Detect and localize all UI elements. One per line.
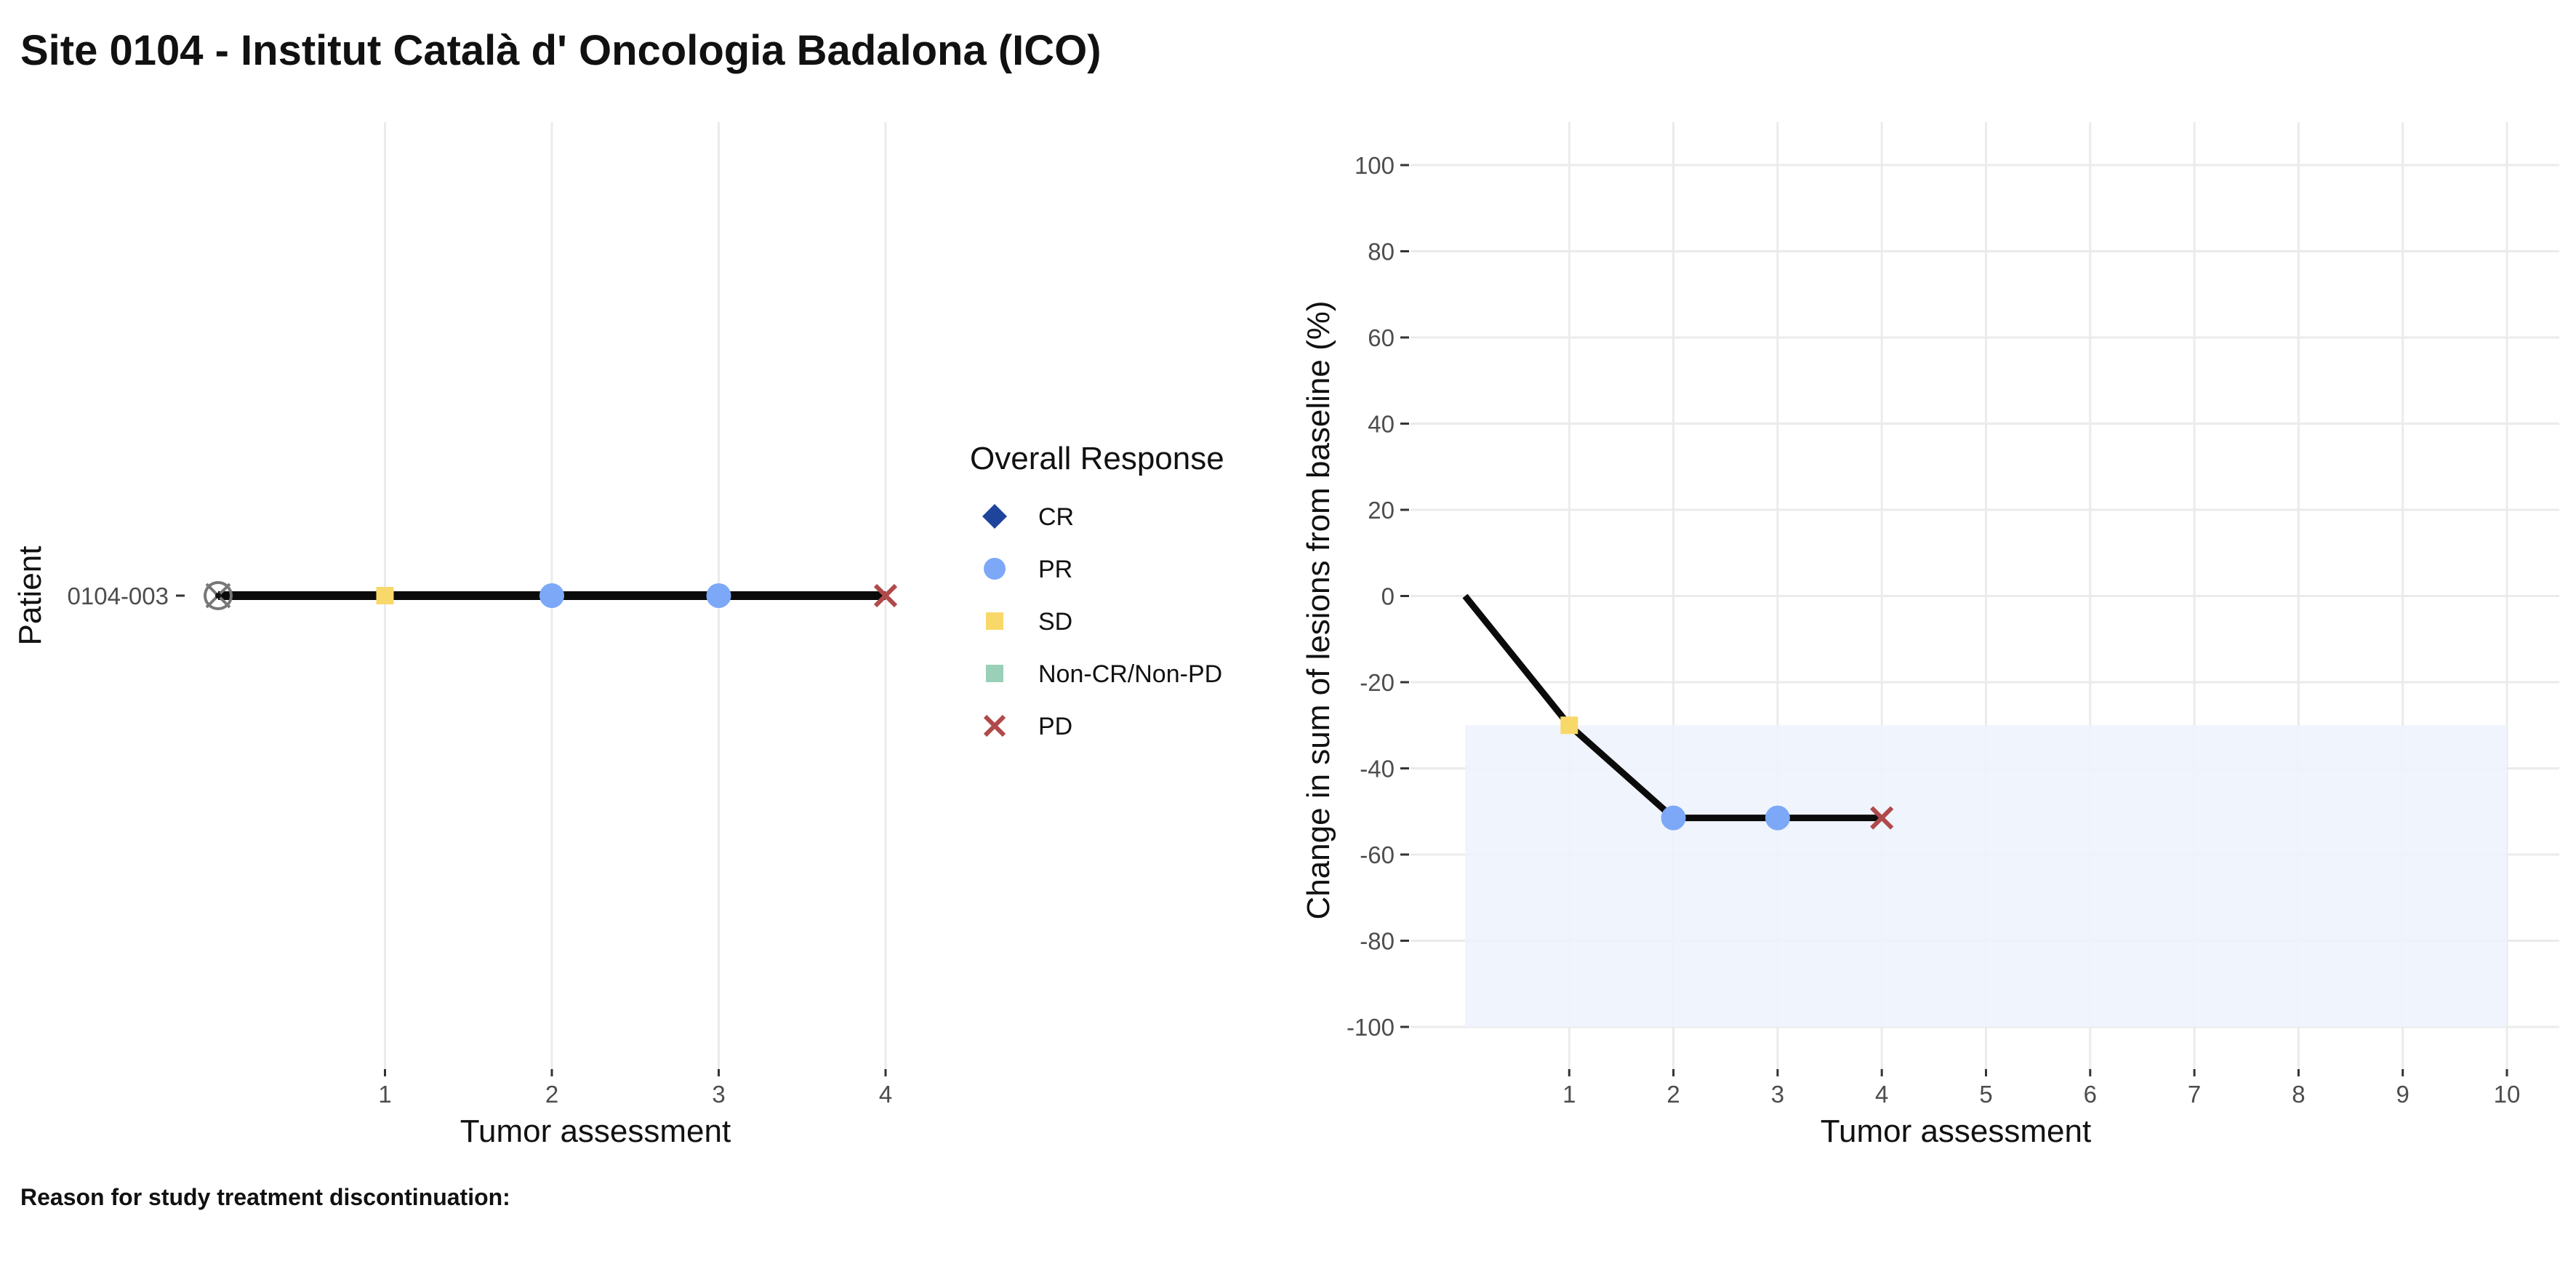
legend-title: Overall Response: [970, 441, 1224, 476]
right-y-tick-label: -20: [1360, 669, 1395, 696]
right-x-tick-label: 1: [1562, 1081, 1576, 1108]
legend-cross-stroke: [983, 714, 1006, 737]
page-title: Site 0104 - Institut Català d' Oncologia…: [20, 27, 1102, 74]
start-circle: [204, 581, 233, 610]
legend-label: CR: [1038, 503, 1074, 531]
right-y-tick-label: -80: [1360, 928, 1395, 955]
left-response-marker-pr: [539, 583, 564, 608]
right-x-tick-label: 7: [2188, 1081, 2201, 1108]
left-x-tick-label: 4: [879, 1081, 892, 1108]
legend-key-pr: [984, 558, 1006, 580]
right-y-axis-label: Change in sum of lesions from baseline (…: [1301, 300, 1336, 919]
left-response-marker-pr: [706, 583, 731, 608]
partial-response-band: [1465, 725, 2507, 1027]
right-x-tick-label: 5: [1979, 1081, 1992, 1108]
right-y-tick-label: 40: [1368, 411, 1395, 438]
patient-id-label: 0104-003: [68, 583, 169, 609]
pd-cross-stroke: [1870, 806, 1894, 830]
left-x-tick-label: 1: [378, 1081, 391, 1108]
right-x-tick-label: 8: [2292, 1081, 2305, 1108]
right-y-tick-label: 80: [1368, 239, 1395, 265]
legend-key-cr: [982, 504, 1007, 529]
right-response-marker-pd: [1870, 806, 1894, 830]
left-x-tick-label: 3: [712, 1081, 725, 1108]
legend-label: PD: [1038, 713, 1072, 740]
right-y-tick-label: 60: [1368, 324, 1395, 351]
legend-key-non-cr-non-pd: [986, 665, 1003, 682]
right-y-tick-label: -100: [1347, 1014, 1395, 1041]
right-y-tick-label: 0: [1381, 583, 1395, 610]
right-response-marker-sd: [1560, 716, 1578, 735]
left-x-axis-label: Tumor assessment: [460, 1113, 731, 1149]
right-x-tick-label: 2: [1666, 1081, 1680, 1108]
left-response-marker-pd: [873, 583, 898, 608]
right-x-tick-label: 4: [1875, 1081, 1888, 1108]
right-y-tick-label: 20: [1368, 497, 1395, 524]
pd-cross-stroke: [873, 583, 898, 608]
right-y-tick-label: -60: [1360, 841, 1395, 868]
legend-label: Non-CR/Non-PD: [1038, 660, 1222, 688]
right-x-tick-label: 10: [2494, 1081, 2521, 1108]
right-x-tick-label: 6: [2084, 1081, 2097, 1108]
treatment-start-marker: [204, 581, 233, 610]
right-y-tick-label: -40: [1360, 756, 1395, 783]
right-x-tick-label: 3: [1771, 1081, 1784, 1108]
left-y-axis-label: Patient: [12, 546, 48, 646]
right-response-marker-pr: [1765, 805, 1790, 831]
right-y-tick-label: 100: [1355, 152, 1395, 179]
right-x-axis-label: Tumor assessment: [1821, 1113, 2091, 1149]
right-x-tick-label: 9: [2396, 1081, 2410, 1108]
left-response-marker-sd: [376, 587, 394, 604]
right-response-marker-pr: [1661, 805, 1686, 831]
legend-key-pd: [983, 714, 1006, 737]
start-dot: [215, 593, 221, 599]
legend-label: SD: [1038, 608, 1072, 636]
discontinuation-reason-label: Reason for study treatment discontinuati…: [20, 1184, 510, 1210]
left-x-tick-label: 2: [545, 1081, 558, 1108]
legend-key-sd: [986, 612, 1003, 630]
legend-label: PR: [1038, 556, 1072, 583]
